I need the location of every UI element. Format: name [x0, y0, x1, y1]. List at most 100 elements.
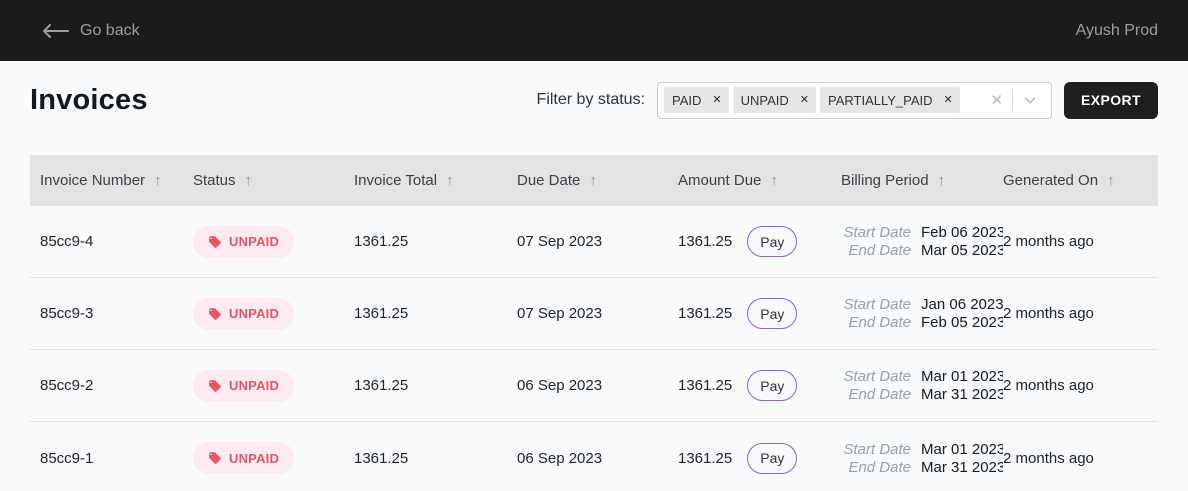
amount-due-value: 1361.25 — [678, 377, 733, 394]
account-name[interactable]: Ayush Prod — [1075, 21, 1158, 39]
status-cell: UNPAID — [193, 297, 354, 330]
chevron-down-icon[interactable] — [1013, 91, 1047, 109]
status-chip: PARTIALLY_PAID ✕ — [820, 87, 960, 113]
column-header-generated-on[interactable]: Generated On ↑ — [1003, 172, 1115, 189]
column-header-status[interactable]: Status ↑ — [193, 172, 253, 189]
status-cell: UNPAID — [193, 369, 354, 402]
column-header-invoice-number[interactable]: Invoice Number ↑ — [40, 172, 162, 189]
table-row: 85cc9-3 UNPAID 1361.25 07 Sep 2023 1361.… — [30, 278, 1158, 350]
generated-on-cell: 2 months ago — [1003, 305, 1094, 322]
start-date-value: Jan 06 2023 — [921, 296, 1003, 313]
column-header-invoice-total[interactable]: Invoice Total ↑ — [354, 172, 454, 189]
invoice-number-cell: 85cc9-2 — [40, 377, 94, 394]
end-date-value: Mar 31 2023 — [921, 386, 1003, 403]
invoice-total-cell: 1361.25 — [354, 233, 409, 250]
end-date-label: End Date — [848, 386, 911, 403]
go-back-label: Go back — [80, 21, 140, 39]
invoice-number-cell: 85cc9-3 — [40, 305, 94, 322]
end-date-label: End Date — [848, 242, 911, 259]
tag-icon — [208, 451, 222, 465]
page-title: Invoices — [30, 83, 148, 116]
sort-up-icon: ↑ — [589, 172, 597, 189]
pay-button[interactable]: Pay — [747, 370, 798, 401]
status-chip-label: UNPAID — [740, 92, 789, 108]
left-arrow-icon — [42, 23, 69, 38]
sort-up-icon: ↑ — [770, 172, 778, 189]
due-date-cell: 06 Sep 2023 — [517, 377, 603, 394]
sort-up-icon: ↑ — [1107, 172, 1115, 189]
status-chip-label: PARTIALLY_PAID — [828, 92, 933, 108]
table-body: 85cc9-4 UNPAID 1361.25 07 Sep 2023 1361.… — [30, 206, 1158, 491]
status-chip-label: PAID — [672, 92, 702, 108]
table-row: 85cc9-4 UNPAID 1361.25 07 Sep 2023 1361.… — [30, 206, 1158, 278]
chip-remove-icon[interactable]: ✕ — [943, 94, 953, 106]
status-badge: UNPAID — [193, 442, 295, 474]
go-back-button[interactable]: Go back — [30, 22, 140, 40]
pay-button[interactable]: Pay — [747, 442, 798, 474]
top-bar: Go back Ayush Prod — [0, 0, 1188, 61]
billing-period-cell: Start Date Mar 01 2023 End Date Mar 31 2… — [841, 368, 1003, 403]
end-date-value: Mar 31 2023 — [921, 458, 1003, 476]
invoices-table: Invoice Number ↑ Status ↑ Invoice Total … — [30, 155, 1158, 491]
end-date-label: End Date — [848, 458, 911, 476]
filter-area: Filter by status: PAID ✕ UNPAID ✕ PARTIA… — [536, 81, 1158, 119]
column-header-amount-due[interactable]: Amount Due ↑ — [678, 172, 778, 189]
start-date-value: Feb 06 2023 — [921, 224, 1003, 241]
filter-label: Filter by status: — [536, 91, 646, 108]
table-row: 85cc9-1 UNPAID 1361.25 06 Sep 2023 1361.… — [30, 422, 1158, 491]
due-date-cell: 06 Sep 2023 — [517, 449, 603, 467]
generated-on-cell: 2 months ago — [1003, 449, 1094, 467]
status-filter-select[interactable]: PAID ✕ UNPAID ✕ PARTIALLY_PAID ✕ ✕ — [657, 81, 1053, 119]
status-badge-label: UNPAID — [229, 450, 280, 466]
sort-up-icon: ↑ — [244, 172, 253, 189]
invoice-number-cell: 85cc9-1 — [40, 449, 94, 467]
billing-period-cell: Start Date Mar 01 2023 End Date Mar 31 2… — [841, 441, 1003, 476]
sort-up-icon: ↑ — [154, 172, 162, 189]
start-date-label: Start Date — [843, 440, 911, 458]
end-date-label: End Date — [848, 314, 911, 331]
tag-icon — [208, 379, 222, 393]
chip-remove-icon[interactable]: ✕ — [712, 94, 722, 106]
tag-icon — [208, 235, 222, 249]
amount-due-value: 1361.25 — [678, 449, 733, 467]
selected-status-chips: PAID ✕ UNPAID ✕ PARTIALLY_PAID ✕ — [662, 87, 981, 113]
generated-on-cell: 2 months ago — [1003, 377, 1094, 394]
column-header-billing-period[interactable]: Billing Period ↑ — [841, 172, 946, 189]
amount-due-value: 1361.25 — [678, 305, 733, 322]
page-header-row: Invoices Filter by status: PAID ✕ UNPAID… — [0, 78, 1188, 122]
end-date-value: Mar 05 2023 — [921, 242, 1003, 259]
status-badge: UNPAID — [193, 297, 295, 330]
tag-icon — [208, 307, 222, 321]
amount-due-cell: 1361.25 Pay — [678, 442, 841, 474]
start-date-value: Mar 01 2023 — [921, 440, 1003, 458]
start-date-label: Start Date — [843, 368, 911, 385]
clear-all-icon[interactable]: ✕ — [990, 92, 1004, 109]
column-header-due-date[interactable]: Due Date ↑ — [517, 172, 597, 189]
status-badge-label: UNPAID — [229, 306, 280, 321]
status-badge-label: UNPAID — [229, 378, 280, 393]
end-date-value: Feb 05 2023 — [921, 314, 1003, 331]
pay-button[interactable]: Pay — [747, 226, 798, 257]
pay-button[interactable]: Pay — [747, 298, 798, 329]
amount-due-cell: 1361.25 Pay — [678, 226, 841, 257]
status-chip: UNPAID ✕ — [732, 87, 817, 113]
start-date-label: Start Date — [843, 296, 911, 313]
invoice-total-cell: 1361.25 — [354, 449, 409, 467]
status-badge-label: UNPAID — [229, 234, 280, 249]
amount-due-cell: 1361.25 Pay — [678, 370, 841, 401]
billing-period-cell: Start Date Jan 06 2023 End Date Feb 05 2… — [841, 296, 1003, 331]
due-date-cell: 07 Sep 2023 — [517, 233, 603, 250]
select-separator — [1012, 89, 1014, 111]
chip-remove-icon[interactable]: ✕ — [799, 94, 810, 106]
table-header-row: Invoice Number ↑ Status ↑ Invoice Total … — [30, 155, 1158, 206]
amount-due-cell: 1361.25 Pay — [678, 298, 841, 329]
status-chip: PAID ✕ — [664, 87, 729, 113]
sort-up-icon: ↑ — [446, 172, 454, 189]
start-date-value: Mar 01 2023 — [921, 368, 1003, 385]
export-button[interactable]: EXPORT — [1064, 81, 1158, 119]
due-date-cell: 07 Sep 2023 — [517, 305, 603, 322]
start-date-label: Start Date — [843, 224, 911, 241]
table-row: 85cc9-2 UNPAID 1361.25 06 Sep 2023 1361.… — [30, 350, 1158, 422]
invoice-total-cell: 1361.25 — [354, 305, 409, 322]
status-cell: UNPAID — [193, 442, 354, 474]
